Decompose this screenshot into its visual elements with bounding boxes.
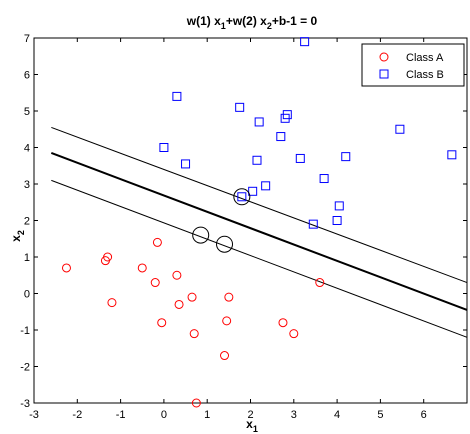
x-tick-label: -3 (29, 409, 39, 421)
x-axis-label: x1 (246, 417, 258, 434)
y-tick-label: 6 (24, 70, 30, 82)
y-tick-label: -3 (20, 398, 30, 410)
class-a-point (174, 299, 184, 309)
class-b-point (237, 192, 247, 202)
x-tick-label: 1 (204, 409, 210, 421)
class-b-point (276, 132, 286, 142)
margin-upper-line (51, 126, 468, 284)
legend-box (361, 43, 465, 87)
x-tick-label: 6 (421, 409, 427, 421)
class-b-point (181, 159, 191, 169)
y-tick-label: 4 (24, 143, 30, 155)
legend-marker-circle (379, 52, 389, 62)
class-b-point (395, 124, 405, 134)
support-vector-markers (192, 188, 251, 253)
x-tick-label: 2 (247, 409, 253, 421)
legend-label: Class A (406, 52, 444, 64)
class-a-point (289, 329, 299, 339)
support-vector-ring (233, 188, 251, 206)
class-a-point (278, 318, 288, 328)
class-a-point (222, 316, 232, 326)
legend-marker-square (379, 69, 389, 79)
y-axis-ticks: -3 -2 -1 0 1 2 3 4 5 6 7 (20, 33, 467, 410)
legend-label: Class B (406, 69, 444, 81)
y-tick-label: 5 (24, 106, 30, 118)
class-a-point (107, 298, 117, 308)
y-tick-label: 3 (24, 179, 30, 191)
x-tick-label: -2 (72, 409, 82, 421)
support-vector-ring (192, 226, 210, 244)
x-tick-label: 0 (161, 409, 167, 421)
class-b-point (252, 155, 262, 165)
class-b-point (447, 150, 457, 160)
y-tick-label: 2 (24, 216, 30, 228)
y-tick-label: 0 (24, 289, 30, 301)
data-points (61, 37, 457, 408)
class-a-point (157, 318, 167, 328)
class-b-point (308, 219, 318, 229)
class-a-point (191, 398, 201, 408)
y-tick-label: -1 (20, 325, 30, 337)
title-part: w(1) x (186, 14, 221, 28)
y-tick-label: 1 (24, 252, 30, 264)
class-b-point (159, 143, 169, 152)
x-tick-label: 3 (291, 409, 297, 421)
class-b-point (319, 174, 329, 184)
class-b-point (254, 117, 264, 127)
class-b-point (172, 91, 182, 101)
class-b-point (295, 153, 305, 163)
plot-area (33, 37, 468, 404)
class-a-point (152, 237, 162, 247)
class-b-point (334, 201, 344, 211)
y-tick-label: -2 (20, 362, 30, 374)
title-part: 2 (267, 21, 272, 31)
margin-lower-line (51, 179, 468, 338)
class-b-point (332, 216, 342, 225)
x-tick-label: 4 (334, 409, 340, 421)
chart-title: w(1) x1+w(2) x2+b-1 = 0 (186, 14, 318, 31)
class-b-point (235, 102, 245, 112)
separating-lines (50, 126, 468, 338)
class-a-point (315, 278, 325, 288)
class-a-point (61, 263, 71, 273)
support-vector-ring (216, 235, 234, 253)
class-b-point (341, 152, 351, 162)
title-part: +b-1 = 0 (272, 14, 318, 28)
class-b-point (261, 181, 271, 191)
class-a-point (187, 292, 197, 302)
y-axis-label: x2 (9, 230, 26, 242)
class-b-point (282, 110, 292, 120)
class-a-point (220, 351, 230, 361)
class-b-point (300, 37, 310, 47)
class-a-point (137, 263, 147, 273)
y-tick-label: 7 (24, 33, 30, 45)
decision-boundary-line (50, 152, 468, 311)
x-tick-label: -1 (116, 409, 126, 421)
class-b-point (248, 186, 258, 196)
class-a-point (224, 292, 234, 302)
class-a-point (172, 270, 182, 280)
x-axis-ticks: -3 -2 -1 0 1 2 3 4 5 6 (29, 38, 427, 421)
class-a-point (150, 278, 160, 288)
x-tick-label: 5 (377, 409, 383, 421)
title-part: +w(2) x (226, 14, 267, 28)
title-part: 1 (221, 21, 226, 31)
class-a-point (189, 329, 199, 339)
legend: Class A Class B (361, 43, 465, 87)
class-a-point (103, 252, 113, 262)
